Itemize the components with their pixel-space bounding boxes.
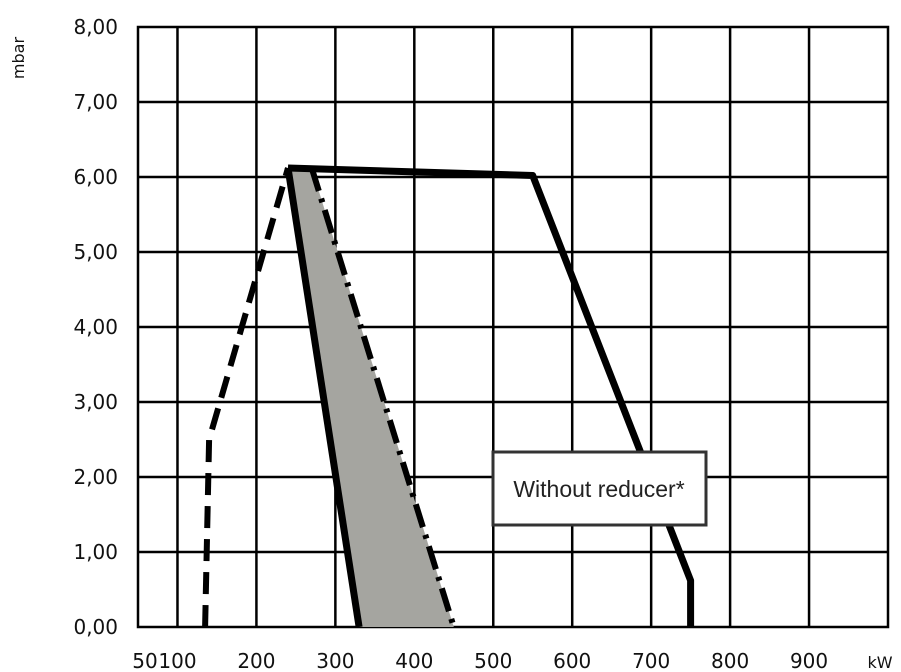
x-tick-label: 600 — [553, 649, 591, 672]
y-tick-label: 3,00 — [73, 390, 118, 414]
annotation-frame — [491, 450, 708, 527]
series-dashed — [202, 167, 291, 628]
y-axis-label: mbar — [9, 37, 28, 80]
y-tick-label: 5,00 — [73, 240, 118, 264]
plot-frame — [136, 25, 890, 629]
x-tick-label: 300 — [316, 649, 354, 672]
y-tick-label: 7,00 — [73, 90, 118, 114]
series-dash-dot — [308, 167, 457, 628]
y-tick-label: 0,00 — [73, 615, 118, 639]
x-tick-label: 400 — [395, 649, 433, 672]
y-tick-label: 8,00 — [73, 15, 118, 39]
series-shaded-area — [288, 168, 454, 627]
series-layer — [202, 164, 695, 628]
x-tick-label: 800 — [711, 649, 749, 672]
x-tick-label: 500 — [474, 649, 512, 672]
x-tick-label: 200 — [237, 649, 275, 672]
x-tick-label: 100 — [158, 649, 196, 672]
y-tick-label: 1,00 — [73, 540, 118, 564]
y-tick-labels: 0,00 1,00 2,00 3,00 4,00 5,00 6,00 7,00 8,00 — [73, 15, 118, 639]
series-solid-left — [284, 167, 363, 628]
area-layer — [288, 168, 454, 627]
x-tick-label: 50 — [132, 649, 157, 672]
x-axis-label: kW — [867, 653, 892, 672]
series-solid-envelope — [287, 164, 695, 627]
grid — [136, 25, 890, 629]
annotation-box: Without reducer* — [491, 450, 708, 527]
x-tick-label: 900 — [790, 649, 828, 672]
x-tick-label: 700 — [632, 649, 670, 672]
y-tick-label: 4,00 — [73, 315, 118, 339]
x-tick-labels: 50 100 200 300 400 500 600 700 800 900 — [132, 649, 828, 672]
y-tick-label: 2,00 — [73, 465, 118, 489]
annotation-text: Without reducer* — [513, 476, 684, 502]
y-tick-label: 6,00 — [73, 165, 118, 189]
